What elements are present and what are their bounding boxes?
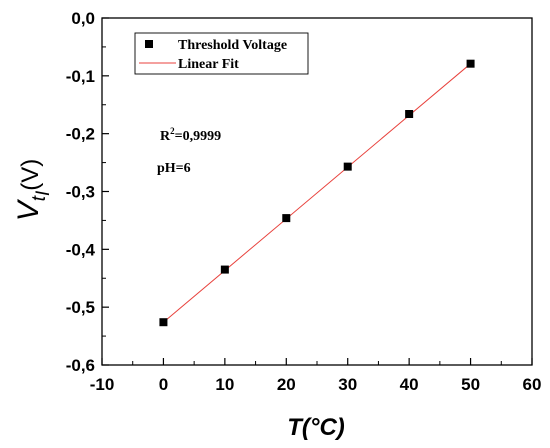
y-tick-label: -0,5 bbox=[66, 298, 95, 317]
data-point bbox=[220, 265, 229, 274]
r-squared-value: =0,9999 bbox=[175, 129, 221, 144]
y-tick-label: -0,1 bbox=[66, 67, 95, 86]
y-label-sub-i: I bbox=[33, 190, 54, 196]
data-series bbox=[159, 59, 475, 327]
svg-text:VtI(V): VtI(V) bbox=[12, 159, 54, 222]
legend-label-linear-fit: Linear Fit bbox=[178, 57, 239, 72]
x-tick-label: 20 bbox=[277, 375, 296, 394]
y-axis: 0,0 -0,1 -0,2 -0,3 -0,4 -0,5 -0,6 bbox=[66, 9, 109, 375]
y-label-sub-t: t bbox=[29, 195, 50, 201]
legend: Threshold Voltage Linear Fit bbox=[134, 32, 309, 75]
y-tick-label: -0,2 bbox=[66, 125, 95, 144]
legend-marker-threshold-voltage bbox=[145, 40, 153, 48]
r-squared-annotation: R2=0,9999 bbox=[160, 126, 221, 144]
y-tick-label: -0,4 bbox=[66, 240, 96, 259]
data-point bbox=[343, 162, 352, 171]
y-label-unit: (V) bbox=[17, 159, 44, 191]
x-tick-label: 60 bbox=[523, 375, 542, 394]
x-tick-label: 10 bbox=[215, 375, 234, 394]
ph-annotation: pH=6 bbox=[157, 161, 191, 176]
r-squared-superscript: 2 bbox=[170, 126, 175, 136]
legend-box bbox=[134, 32, 309, 75]
y-label-main: V bbox=[12, 198, 45, 221]
legend-label-threshold-voltage: Threshold Voltage bbox=[178, 38, 287, 53]
x-axis: -10 0 10 20 30 40 50 60 bbox=[90, 358, 542, 394]
y-axis-label: VtI(V) bbox=[12, 159, 54, 222]
x-tick-label: 50 bbox=[461, 375, 480, 394]
y-tick-label: -0,6 bbox=[66, 356, 95, 375]
x-tick-label: 30 bbox=[338, 375, 357, 394]
data-point bbox=[282, 214, 291, 223]
y-tick-label: -0,3 bbox=[66, 183, 95, 202]
y-tick-label: 0,0 bbox=[71, 9, 95, 28]
data-point bbox=[405, 110, 414, 119]
data-point bbox=[159, 318, 168, 327]
linear-fit-line bbox=[163, 63, 471, 323]
x-axis-label: T(°C) bbox=[287, 414, 345, 441]
x-tick-label: 40 bbox=[400, 375, 419, 394]
x-tick-label: -10 bbox=[90, 375, 115, 394]
data-point bbox=[466, 59, 475, 68]
x-tick-label: 0 bbox=[159, 375, 168, 394]
r-squared-base: R bbox=[160, 129, 171, 144]
